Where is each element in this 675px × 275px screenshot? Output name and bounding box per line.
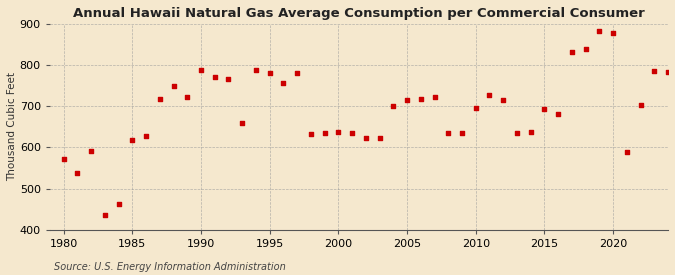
Y-axis label: Thousand Cubic Feet: Thousand Cubic Feet: [7, 72, 17, 181]
Point: [635, 103, 646, 107]
Point: [512, 131, 522, 135]
Point: [470, 106, 481, 111]
Point: [553, 112, 564, 117]
Point: [415, 97, 426, 101]
Point: [278, 81, 289, 85]
Point: [58, 156, 69, 161]
Point: [127, 138, 138, 143]
Point: [319, 131, 330, 135]
Point: [360, 136, 371, 140]
Point: [99, 212, 110, 217]
Point: [292, 71, 302, 76]
Point: [580, 47, 591, 52]
Point: [663, 70, 674, 74]
Point: [374, 136, 385, 141]
Point: [497, 98, 508, 102]
Point: [347, 131, 358, 135]
Point: [113, 202, 124, 207]
Point: [443, 131, 454, 135]
Point: [155, 97, 165, 101]
Point: [525, 130, 536, 134]
Point: [333, 130, 344, 134]
Point: [168, 83, 179, 88]
Point: [182, 95, 192, 99]
Point: [622, 149, 632, 154]
Point: [265, 71, 275, 76]
Title: Annual Hawaii Natural Gas Average Consumption per Commercial Consumer: Annual Hawaii Natural Gas Average Consum…: [73, 7, 645, 20]
Point: [649, 69, 659, 73]
Point: [250, 68, 261, 72]
Point: [594, 29, 605, 34]
Point: [72, 171, 83, 175]
Point: [608, 31, 618, 35]
Point: [86, 148, 97, 153]
Point: [223, 77, 234, 82]
Point: [196, 68, 207, 72]
Point: [388, 104, 399, 108]
Point: [456, 131, 467, 135]
Text: Source: U.S. Energy Information Administration: Source: U.S. Energy Information Administ…: [54, 262, 286, 272]
Point: [140, 134, 151, 139]
Point: [429, 95, 440, 99]
Point: [566, 50, 577, 54]
Point: [306, 132, 317, 136]
Point: [484, 92, 495, 97]
Point: [402, 98, 412, 102]
Point: [237, 121, 248, 125]
Point: [209, 75, 220, 80]
Point: [539, 107, 550, 111]
